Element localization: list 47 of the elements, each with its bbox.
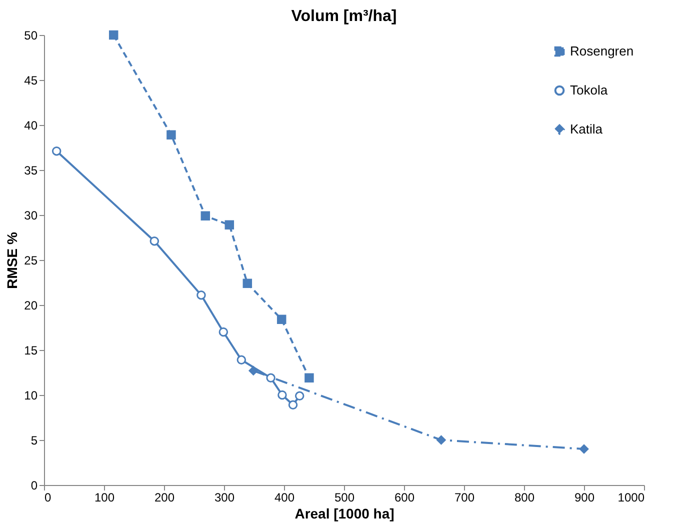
point [288,400,298,410]
y-tick-label: 40 [24,118,38,132]
x-tick-label: 500 [334,490,355,504]
y-tick-label: 50 [24,28,38,42]
legend-label: Tokola [570,82,608,98]
y-tick-label: 45 [24,74,38,88]
point [108,30,118,40]
point [52,146,62,156]
y-tick-label: 30 [24,208,38,222]
point [218,327,228,337]
point [242,278,252,288]
y-axis-title: RMSE % [4,232,20,289]
y-tick-label: 35 [24,164,38,178]
point [294,391,304,401]
chart-title: Volum [m³/ha] [291,8,397,26]
x-tick-label: 400 [274,490,295,504]
x-tick-label: 900 [574,490,595,504]
y-tick-label: 5 [30,434,38,448]
legend-label: Katila [570,122,604,136]
point [166,130,176,140]
point [436,435,446,445]
point [278,390,287,400]
point [196,290,206,300]
point [304,373,314,383]
point [150,236,160,246]
y-tick-label: 20 [24,298,38,312]
point [248,366,258,376]
y-tick-label: 15 [24,344,38,358]
x-tick-label: 1000 [618,490,645,504]
legend-label: Rosengren [570,44,634,58]
point [200,211,210,221]
point [579,444,589,454]
point [224,220,234,230]
x-tick-label: 100 [94,490,115,504]
x-tick-label: 700 [454,490,475,504]
point [266,373,276,383]
point [236,355,246,365]
y-tick-label: 0 [30,478,38,492]
x-tick-label: 200 [154,490,175,504]
y-tick-label: 10 [24,388,38,402]
y-tick-label: 25 [24,254,38,268]
x-axis-title: Areal [1000 ha] [294,506,394,522]
x-tick-label: 600 [394,490,415,504]
point [276,314,286,324]
x-tick-label: 300 [214,490,235,504]
x-tick-label: 0 [44,490,52,504]
x-tick-label: 800 [514,490,535,504]
